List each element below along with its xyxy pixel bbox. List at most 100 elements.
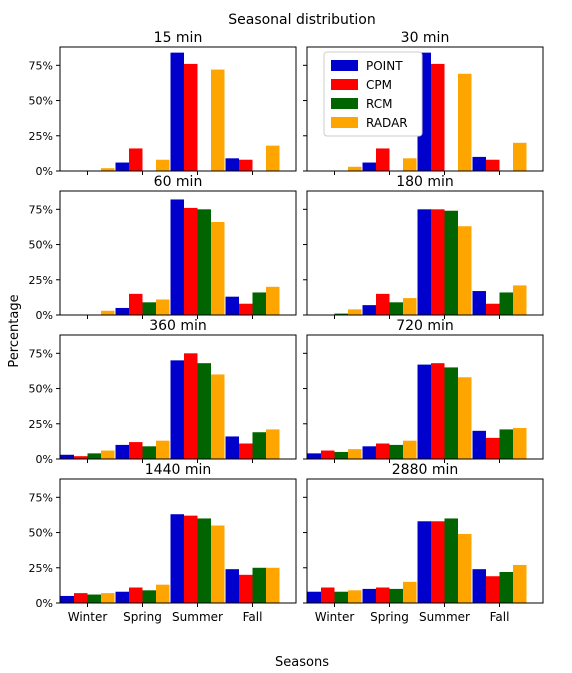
panel-title: 1440 min [145,462,211,478]
panel-1440-min: 1440 min 0% 25% 50% 75% Winter Spring Summer Fal… [29,462,297,624]
bar-cpm-fall [486,303,500,315]
bar-radar-fall [266,567,280,603]
bar-radar-spring [156,440,170,459]
bar-radar-spring [403,158,417,171]
plot-frame [306,478,544,604]
bar-rcm-fall [499,429,513,459]
x-tick-label: Winter [315,610,355,624]
bar-rcm-summer [197,518,211,603]
bar-radar-fall [266,286,280,315]
panel-15-min: 15 min 0% 25% 50% 75% [29,30,297,178]
bar-point-spring [362,162,376,171]
y-tick-label: 75% [29,491,53,504]
panel-60-min: 60 min 0% 25% 50% 75% [29,174,297,322]
bar-point-fall [472,291,486,315]
bar-radar-summer [211,222,225,315]
bar-point-fall [472,569,486,603]
bar-radar-spring [156,159,170,171]
bar-point-spring [115,162,129,171]
bar-radar-spring [156,299,170,315]
bar-radar-summer [458,73,472,171]
bar-rcm-spring [389,444,403,459]
bar-radar-winter [101,168,115,171]
bar-radar-fall [513,564,527,603]
bar-radar-spring [403,440,417,459]
bar-cpm-winter [74,456,88,459]
panel-title: 60 min [154,174,203,190]
bar-point-summer [170,52,184,171]
bar-radar-winter [348,166,362,171]
y-tick-label: 0% [36,165,53,178]
x-tick-label: Summer [419,610,470,624]
bar-cpm-fall [486,437,500,459]
bar-rcm-summer [444,367,458,459]
figure-ylabel: Percentage [7,294,22,367]
bar-rcm-fall [252,432,266,459]
legend: POINT CPM RCM RADAR [323,51,423,137]
panels-group: 15 min 0% 25% 50% 75% 30 min 60 min 0% 25% 50% 75%… [29,30,544,624]
bar-cpm-winter [321,587,335,603]
y-tick-label: 75% [29,59,53,72]
bar-point-spring [362,588,376,603]
legend-swatch-rcm [331,98,358,109]
y-tick-label: 25% [29,130,53,143]
bar-cpm-spring [129,293,143,315]
bar-rcm-spring [389,588,403,603]
y-tick-label: 50% [29,383,53,396]
bar-radar-summer [211,374,225,459]
bar-rcm-summer [444,210,458,315]
bar-point-fall [472,156,486,171]
bar-cpm-spring [376,293,390,315]
bar-point-summer [417,364,431,459]
bar-radar-fall [513,285,527,315]
bar-point-summer [417,521,431,603]
legend-swatch-cpm [331,79,358,90]
bar-point-fall [225,158,239,171]
x-tick-label: Fall [243,610,263,624]
bar-cpm-spring [376,443,390,459]
bar-rcm-fall [252,292,266,315]
bar-point-winter [60,454,74,459]
bar-radar-summer [458,226,472,315]
x-tick-label: Spring [370,610,409,624]
bar-cpm-summer [184,515,198,603]
bar-radar-winter [101,593,115,603]
bar-radar-spring [403,298,417,315]
bar-point-winter [307,453,321,459]
bar-radar-spring [403,581,417,603]
bar-point-spring [362,446,376,459]
x-tick-label: Winter [68,610,108,624]
bar-radar-winter [348,449,362,459]
bar-cpm-spring [129,442,143,459]
bar-cpm-summer [431,521,445,603]
bar-rcm-spring [142,446,156,459]
bar-cpm-spring [129,148,143,171]
bar-point-summer [170,199,184,315]
bar-point-summer [170,360,184,459]
bar-point-fall [225,296,239,315]
bar-cpm-fall [486,159,500,171]
bar-point-winter [307,591,321,603]
bar-radar-fall [513,142,527,171]
plot-frame [306,190,544,316]
bar-radar-summer [211,69,225,171]
y-tick-label: 50% [29,239,53,252]
bar-point-fall [225,436,239,459]
plot-frame [59,478,297,604]
y-tick-label: 50% [29,95,53,108]
bar-point-summer [170,514,184,603]
plot-frame [306,46,544,172]
bar-rcm-summer [444,518,458,603]
bar-radar-summer [211,525,225,603]
y-tick-label: 25% [29,418,53,431]
bar-rcm-fall [252,567,266,603]
y-tick-label: 50% [29,527,53,540]
plot-frame [59,334,297,460]
bar-rcm-fall [499,572,513,603]
bar-rcm-spring [389,302,403,315]
y-tick-label: 0% [36,597,53,610]
bar-radar-fall [266,429,280,459]
bar-point-fall [225,569,239,603]
legend-label-cpm: CPM [366,78,392,92]
